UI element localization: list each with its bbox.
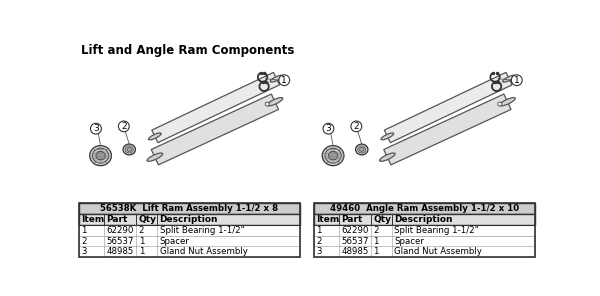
- Text: 3: 3: [326, 124, 331, 133]
- Bar: [79, 236, 300, 247]
- Circle shape: [323, 123, 334, 134]
- Text: 1: 1: [81, 226, 87, 235]
- Ellipse shape: [381, 133, 394, 140]
- Circle shape: [351, 121, 362, 132]
- Text: Description: Description: [160, 215, 218, 224]
- Text: 1: 1: [316, 226, 322, 235]
- Text: 3: 3: [316, 247, 322, 256]
- Ellipse shape: [356, 144, 368, 155]
- Text: Spacer: Spacer: [394, 237, 424, 246]
- Ellipse shape: [96, 151, 105, 160]
- Text: 1: 1: [373, 237, 379, 246]
- Text: 56537: 56537: [341, 237, 369, 246]
- Text: Part: Part: [341, 215, 363, 224]
- Text: 2: 2: [316, 237, 322, 246]
- Text: Qty: Qty: [139, 215, 157, 224]
- Ellipse shape: [125, 146, 133, 153]
- Bar: [79, 247, 300, 257]
- Circle shape: [511, 75, 522, 86]
- Text: 56537: 56537: [107, 237, 134, 246]
- Bar: [79, 225, 300, 236]
- Ellipse shape: [90, 146, 112, 166]
- Text: Qty: Qty: [373, 215, 391, 224]
- Bar: [314, 202, 535, 214]
- Bar: [79, 202, 300, 257]
- Ellipse shape: [359, 148, 364, 151]
- Text: 49460  Angle Ram Assembly 1-1/2 x 10: 49460 Angle Ram Assembly 1-1/2 x 10: [329, 204, 519, 213]
- Polygon shape: [152, 73, 280, 143]
- Text: 1: 1: [139, 237, 144, 246]
- Text: Item: Item: [316, 215, 339, 224]
- Text: Lift and Angle Ram Components: Lift and Angle Ram Components: [81, 44, 295, 57]
- Ellipse shape: [147, 153, 163, 161]
- Text: 3: 3: [93, 124, 99, 133]
- Text: 1: 1: [373, 247, 379, 256]
- Bar: [314, 214, 535, 225]
- Circle shape: [265, 102, 269, 106]
- Polygon shape: [385, 73, 512, 143]
- Circle shape: [91, 123, 101, 134]
- Bar: [314, 236, 535, 247]
- Text: Item: Item: [81, 215, 104, 224]
- Text: Split Bearing 1-1/2": Split Bearing 1-1/2": [394, 226, 479, 235]
- Text: 1: 1: [281, 76, 287, 85]
- Ellipse shape: [127, 148, 131, 151]
- Text: 2: 2: [373, 226, 379, 235]
- Text: Part: Part: [107, 215, 128, 224]
- Text: 62290: 62290: [107, 226, 134, 235]
- Bar: [314, 202, 535, 257]
- Text: Split Bearing 1-1/2": Split Bearing 1-1/2": [160, 226, 244, 235]
- Ellipse shape: [270, 75, 283, 82]
- Text: Spacer: Spacer: [160, 237, 190, 246]
- Text: 2: 2: [353, 122, 359, 131]
- Bar: [79, 202, 300, 214]
- Ellipse shape: [123, 144, 136, 155]
- Text: 3: 3: [81, 247, 87, 256]
- Ellipse shape: [148, 133, 161, 140]
- Text: 2: 2: [81, 237, 87, 246]
- Text: 1: 1: [514, 76, 520, 85]
- Ellipse shape: [380, 153, 395, 161]
- Text: 56538K  Lift Ram Assembly 1-1/2 x 8: 56538K Lift Ram Assembly 1-1/2 x 8: [100, 204, 278, 213]
- Text: 2: 2: [121, 122, 127, 131]
- Bar: [314, 225, 535, 236]
- Text: 62290: 62290: [341, 226, 369, 235]
- Polygon shape: [151, 94, 278, 165]
- Text: Description: Description: [394, 215, 453, 224]
- Circle shape: [118, 121, 129, 132]
- Bar: [79, 214, 300, 225]
- Text: 48985: 48985: [341, 247, 369, 256]
- Ellipse shape: [267, 98, 283, 106]
- Circle shape: [498, 102, 502, 106]
- Circle shape: [279, 75, 290, 86]
- Ellipse shape: [503, 75, 515, 82]
- Ellipse shape: [358, 146, 366, 153]
- Text: 1: 1: [139, 247, 144, 256]
- Ellipse shape: [500, 98, 515, 106]
- Bar: [314, 247, 535, 257]
- Ellipse shape: [92, 148, 109, 163]
- Text: 2: 2: [139, 226, 144, 235]
- Ellipse shape: [322, 146, 344, 166]
- Ellipse shape: [325, 148, 341, 163]
- Ellipse shape: [328, 151, 338, 160]
- Text: 48985: 48985: [107, 247, 134, 256]
- Polygon shape: [384, 94, 511, 165]
- Text: Gland Nut Assembly: Gland Nut Assembly: [160, 247, 247, 256]
- Text: Gland Nut Assembly: Gland Nut Assembly: [394, 247, 482, 256]
